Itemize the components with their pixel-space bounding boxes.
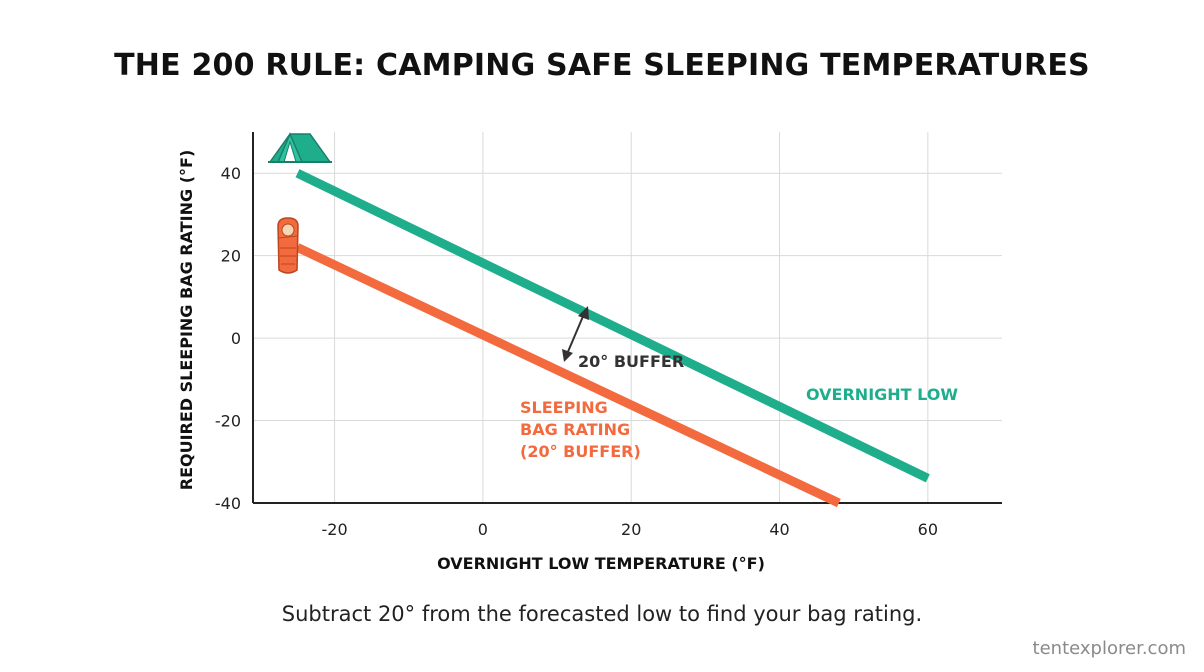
- y-tick-label: -20: [215, 412, 241, 431]
- legend-overnight-low: OVERNIGHT LOW: [806, 385, 958, 404]
- page-title: THE 200 RULE: CAMPING SAFE SLEEPING TEMP…: [114, 48, 1090, 83]
- double-arrow-icon: [562, 306, 589, 362]
- buffer-annotation: 20° BUFFER: [578, 352, 684, 371]
- x-tick-label: 60: [918, 520, 938, 539]
- y-tick-label: 0: [231, 329, 241, 348]
- series-line-0: [295, 169, 930, 483]
- tent-icon: [268, 132, 332, 163]
- tick-labels: -20 0 20 40 60 -40 -20 0 20 40: [215, 164, 938, 539]
- axes: [252, 132, 1002, 504]
- y-axis-label: REQUIRED SLEEPING BAG RATING (°F): [177, 150, 196, 491]
- x-axis-label: OVERNIGHT LOW TEMPERATURE (°F): [437, 554, 765, 573]
- y-tick-label: 20: [221, 247, 241, 266]
- sleeping-bag-icon: [277, 217, 299, 274]
- x-tick-label: 20: [621, 520, 641, 539]
- x-tick-label: 40: [769, 520, 789, 539]
- legend-sleeping-bag-line3: (20° BUFFER): [520, 442, 641, 461]
- caption: Subtract 20° from the forecasted low to …: [281, 602, 923, 626]
- legend-sleeping-bag-line1: SLEEPING: [520, 398, 608, 417]
- legend-sleeping-bag-line2: BAG RATING: [520, 420, 630, 439]
- series-line-1: [295, 243, 841, 508]
- watermark: tentexplorer.com: [1032, 638, 1186, 659]
- x-tick-label: 0: [478, 520, 488, 539]
- x-tick-label: -20: [322, 520, 348, 539]
- legend-sleeping-bag: SLEEPING BAG RATING (20° BUFFER): [520, 398, 641, 461]
- y-tick-label: 40: [221, 164, 241, 183]
- series: [295, 169, 930, 508]
- y-tick-label: -40: [215, 494, 241, 513]
